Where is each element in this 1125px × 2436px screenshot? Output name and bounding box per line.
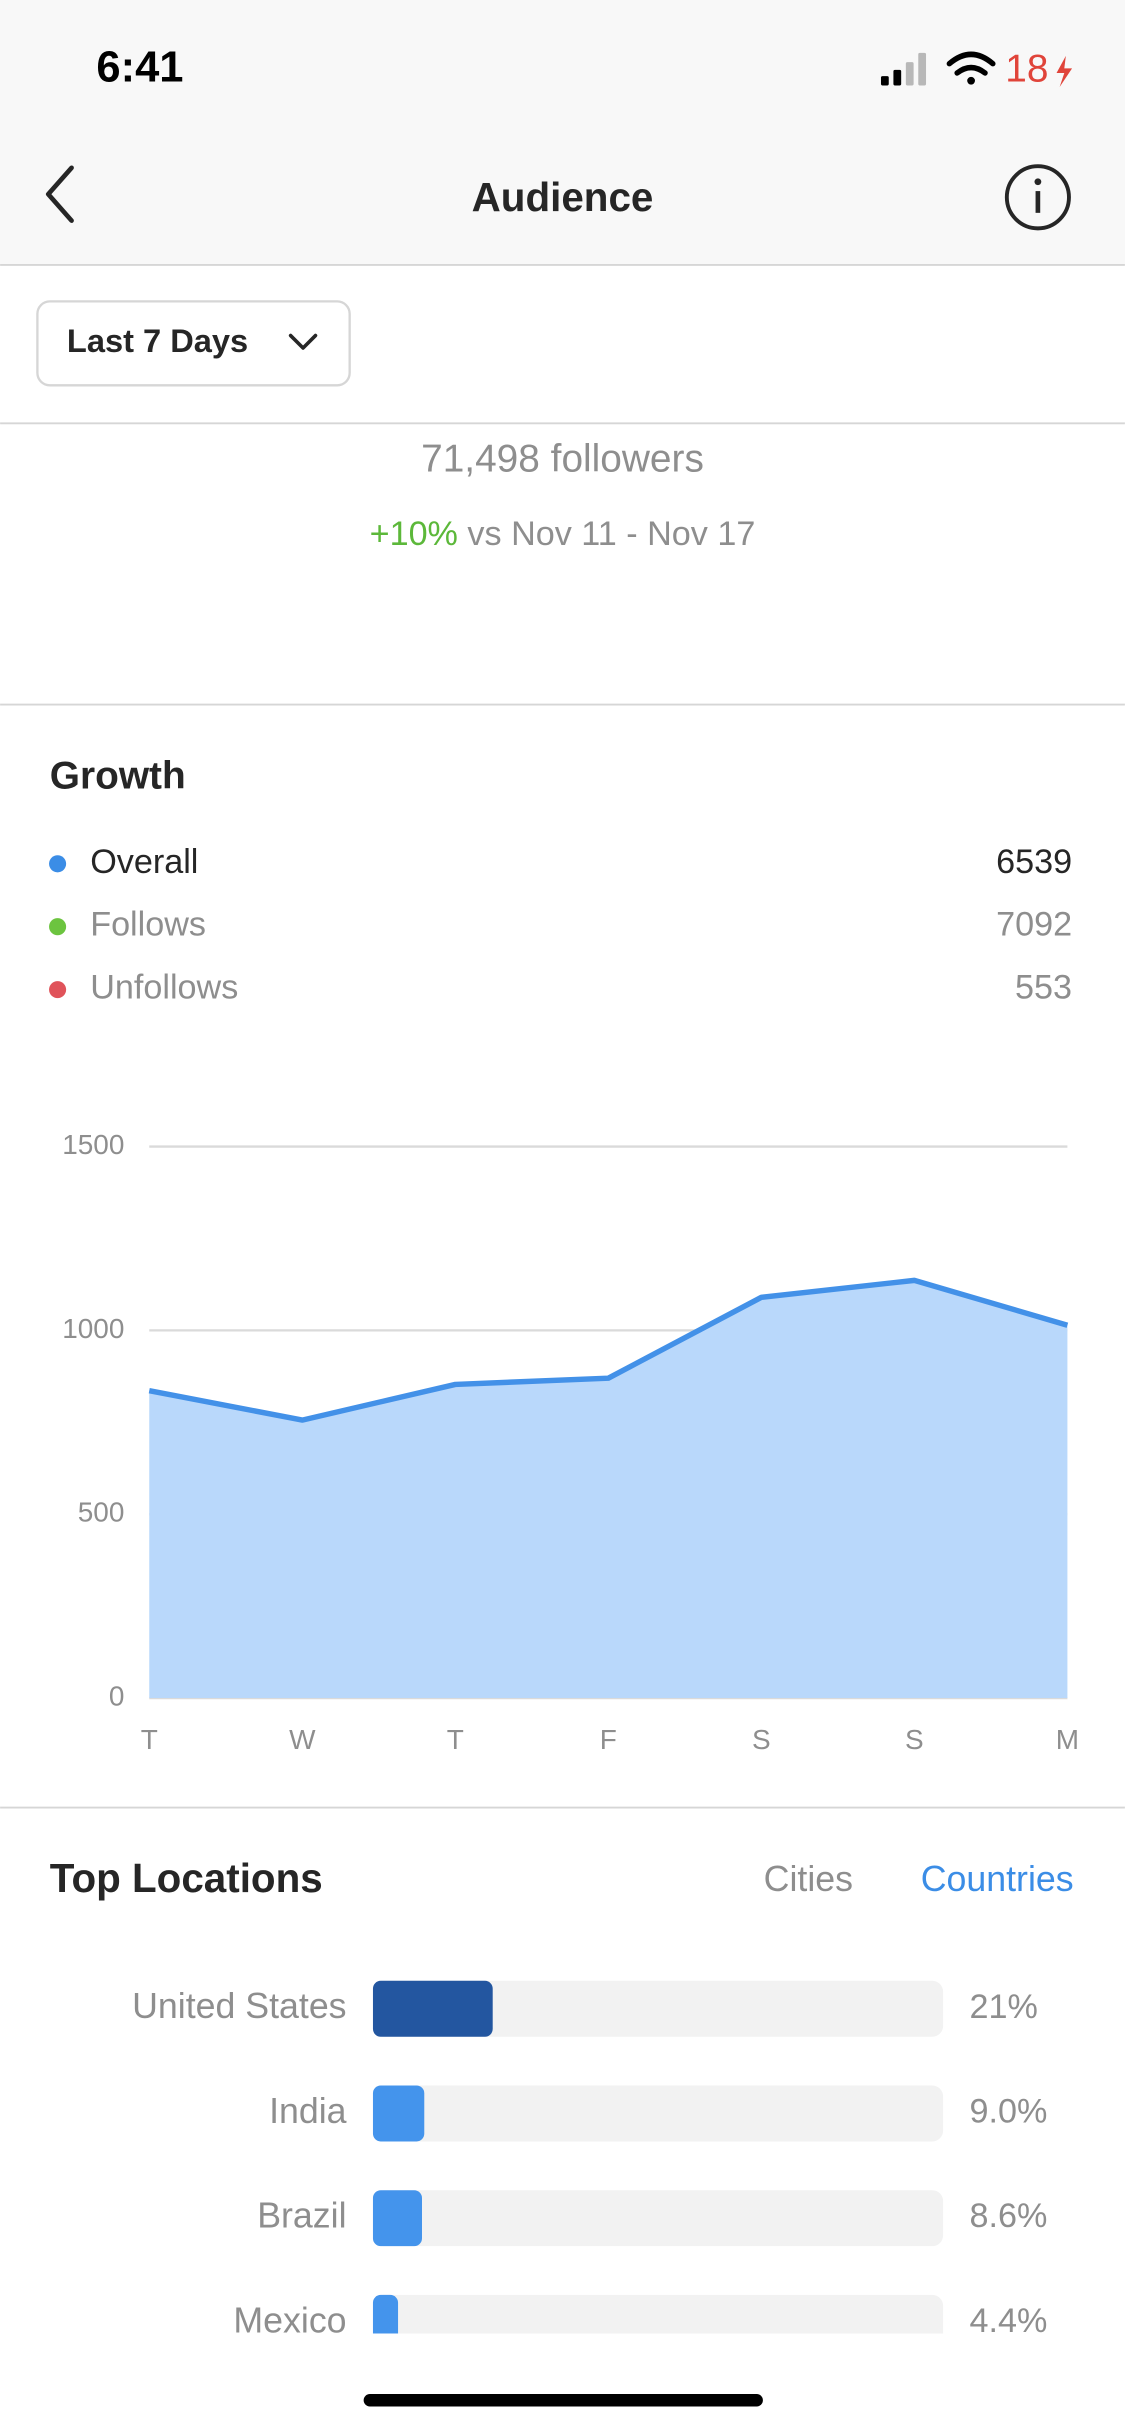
filter-label: Last 7 Days bbox=[67, 322, 248, 359]
bar bbox=[372, 2190, 422, 2247]
x-tick-label: M bbox=[1056, 1724, 1079, 1755]
location-name: Brazil bbox=[257, 2196, 346, 2236]
bar-track bbox=[372, 2085, 944, 2142]
bar-track bbox=[372, 2294, 944, 2334]
y-tick-label: 1000 bbox=[62, 1313, 124, 1344]
location-name: United States bbox=[132, 1986, 346, 2026]
change-line: +10% vs Nov 11 - Nov 17 bbox=[370, 515, 756, 553]
value-label: 9.0% bbox=[970, 2093, 1048, 2131]
bar-track bbox=[372, 2190, 944, 2247]
x-tick-label: T bbox=[447, 1724, 464, 1755]
y-tick-label: 1500 bbox=[62, 1129, 124, 1160]
legend-value: 553 bbox=[1015, 969, 1072, 1007]
header-title: Audience bbox=[472, 174, 654, 220]
legend-name: Overall bbox=[90, 843, 198, 881]
bar bbox=[372, 2294, 399, 2334]
top-bar bbox=[0, 0, 1125, 265]
wifi-icon bbox=[946, 51, 996, 85]
growth-chart: 0 500 1000 1500 T W T F S S M bbox=[62, 1129, 1079, 1755]
legend-dot bbox=[49, 981, 67, 999]
location-tab[interactable]: Countries bbox=[921, 1859, 1074, 1899]
comparison-period: vs Nov 11 - Nov 17 bbox=[467, 515, 755, 553]
area-fill bbox=[149, 1280, 1068, 1699]
legend-value: 7092 bbox=[996, 906, 1072, 944]
bar-track bbox=[372, 1980, 944, 2037]
y-tick-label: 0 bbox=[109, 1680, 125, 1711]
location-tab[interactable]: Cities bbox=[764, 1859, 853, 1899]
y-tick-label: 500 bbox=[78, 1497, 125, 1528]
value-label: 8.6% bbox=[970, 2197, 1048, 2235]
bar bbox=[372, 1980, 493, 2037]
back-button[interactable] bbox=[45, 165, 74, 223]
location-name: Mexico bbox=[233, 2300, 346, 2340]
location-name: India bbox=[269, 2091, 347, 2131]
status-time: 6:41 bbox=[96, 43, 183, 91]
line bbox=[148, 1277, 1069, 1423]
battery-level: 18 bbox=[1005, 48, 1048, 91]
date-filter[interactable]: Last 7 Days bbox=[36, 300, 351, 387]
x-tick-label: S bbox=[752, 1724, 771, 1755]
legend-dot bbox=[49, 855, 67, 873]
charging-icon bbox=[1056, 55, 1073, 87]
x-tick-label: S bbox=[905, 1724, 924, 1755]
legend-name: Follows bbox=[90, 906, 206, 944]
value-label: 21% bbox=[970, 1988, 1038, 2026]
legend-dot bbox=[49, 918, 67, 936]
section-title: Top Locations bbox=[50, 1855, 323, 1901]
x-tick-label: W bbox=[289, 1724, 316, 1755]
legend-name: Unfollows bbox=[90, 969, 238, 1007]
x-tick-label: F bbox=[600, 1724, 617, 1755]
info-button[interactable] bbox=[1004, 164, 1071, 231]
home-indicator bbox=[363, 2394, 763, 2407]
x-tick-label: T bbox=[141, 1724, 158, 1755]
growth-legend: Overall 6539 Follows 7092 Unfollows 553 bbox=[49, 843, 1072, 1007]
value-label: 4.4% bbox=[970, 2302, 1048, 2340]
signal-icon bbox=[880, 52, 927, 86]
locations-chart: United States 21% India 9.0% Brazil 8.6% Mexic… bbox=[132, 1980, 1048, 2340]
change-percent: +10% bbox=[370, 515, 458, 553]
legend-value: 6539 bbox=[996, 843, 1072, 881]
bar bbox=[372, 2085, 425, 2142]
section-title: Growth bbox=[50, 755, 186, 798]
location-tabs: Cities Countries bbox=[764, 1859, 1074, 1899]
followers-count: 71,498 followers bbox=[421, 438, 704, 481]
